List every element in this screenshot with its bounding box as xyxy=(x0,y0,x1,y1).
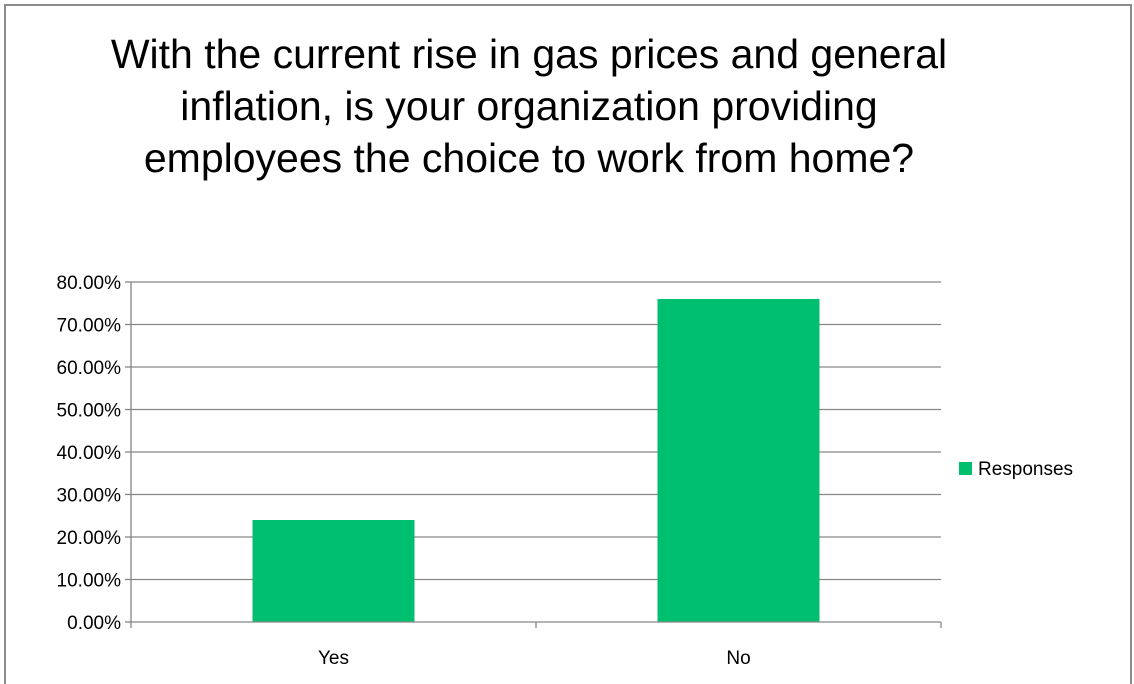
y-tick-label: 40.00% xyxy=(57,443,122,464)
x-category-label: No xyxy=(726,648,750,669)
bar-yes xyxy=(252,520,415,622)
x-category-label: Yes xyxy=(318,648,349,669)
x-axis: Yes No xyxy=(130,621,942,669)
bar-no xyxy=(657,299,820,622)
y-tick-label: 80.00% xyxy=(57,273,122,294)
legend-swatch xyxy=(959,462,972,475)
bars xyxy=(252,299,820,622)
y-tick-label: 60.00% xyxy=(57,358,122,379)
y-tick-label: 10.00% xyxy=(57,571,122,592)
chart-title: With the current rise in gas prices and … xyxy=(110,31,948,181)
y-tick-label: 20.00% xyxy=(57,528,122,549)
legend: Responses xyxy=(959,459,1073,480)
y-tick-label: 50.00% xyxy=(57,401,122,422)
y-tick-label: 30.00% xyxy=(57,486,122,507)
y-tick-label: 70.00% xyxy=(57,316,122,337)
y-axis: 0.00% 10.00% 20.00% 30.00% 40.00% 50.00% 60.00… xyxy=(57,273,132,634)
legend-label: Responses xyxy=(978,459,1073,480)
y-tick-label: 0.00% xyxy=(67,613,121,634)
chart-frame xyxy=(4,4,1132,684)
